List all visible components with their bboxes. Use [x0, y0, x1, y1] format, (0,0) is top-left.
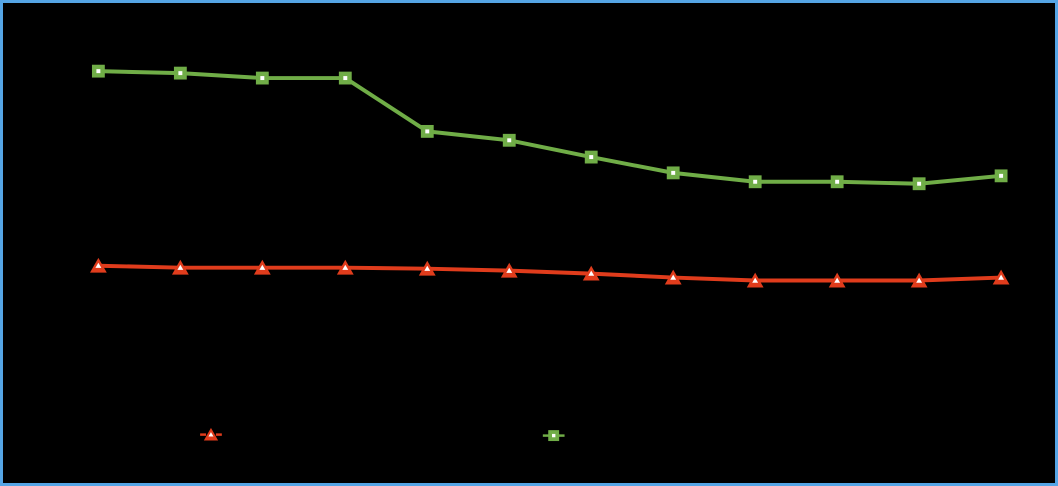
green-square-series-marker-center [96, 69, 101, 74]
legend-marker-triangle-up-icon-center [208, 432, 214, 437]
green-square-series-marker-center [753, 179, 758, 184]
green-square-series-marker-center [589, 155, 594, 160]
green-square-series-marker-center [260, 76, 265, 81]
red-triangle-series-marker-center [670, 274, 677, 280]
green-square-series-marker-center [178, 71, 183, 76]
red-triangle-series-marker-center [177, 264, 184, 270]
green-square-series-marker-center [343, 76, 348, 81]
red-triangle-series-marker-center [342, 264, 349, 270]
line-chart [89, 64, 1010, 442]
red-triangle-series-marker-center [834, 277, 841, 283]
red-triangle-series-line [98, 263, 1002, 283]
green-square-series-line [98, 69, 1002, 186]
red-triangle-series-marker-center [916, 277, 923, 283]
red-triangle-series-marker-center [752, 277, 759, 283]
red-triangle-series-marker-center [588, 270, 595, 276]
red-triangle-series-marker-center [424, 265, 431, 271]
green-square-series-marker-center [917, 181, 922, 186]
red-triangle-series-marker-center [998, 274, 1005, 280]
legend-marker-square-icon-center [552, 433, 556, 438]
red-triangle-series-marker-center [506, 267, 513, 273]
green-square-series-marker-center [425, 129, 430, 134]
red-triangle-series-marker-center [95, 262, 102, 268]
green-square-series-marker-center [507, 138, 512, 143]
red-triangle-series-marker-center [259, 264, 266, 270]
green-square-series-marker-center [999, 173, 1004, 178]
green-square-series-marker-center [671, 170, 676, 175]
green-square-series-marker-center [835, 179, 840, 184]
